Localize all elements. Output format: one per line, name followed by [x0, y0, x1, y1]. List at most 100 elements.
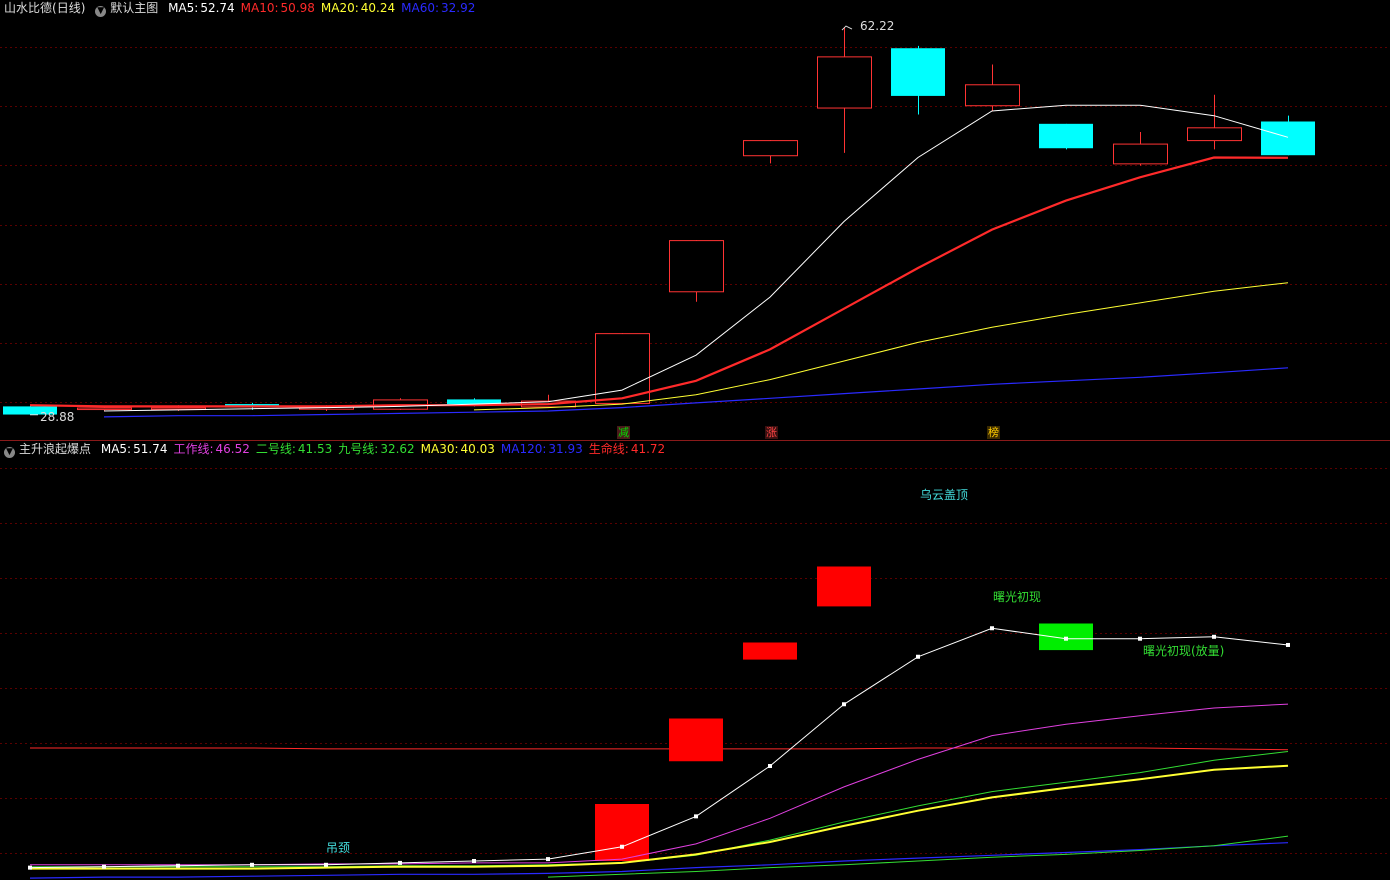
ma5-point [990, 626, 994, 631]
signal-tag-rise[interactable]: 涨 [765, 426, 778, 439]
ma5-point [1138, 636, 1142, 641]
indicator-label: MA30: [420, 442, 459, 456]
line9 [547, 835, 1289, 878]
indicator-menu[interactable]: ▼ 主升浪起爆点 [4, 442, 92, 458]
indicator-label: 九号线: [338, 442, 379, 456]
candle-body-up [817, 56, 872, 109]
indicator-value: 31.93 [548, 442, 583, 456]
ma5-point [768, 764, 772, 768]
bottom-indicator-2: 二号线: 41.53 [256, 442, 332, 456]
indicator-label: MA5: [168, 1, 199, 15]
bottom-indicator-list: MA5: 51.74 工作线: 46.52 二号线: 41.53 九号线: 32.62 MA30… [101, 442, 671, 456]
indicator-label: 工作线: [173, 442, 214, 456]
bottom-indicator-3: 九号线: 32.62 [338, 442, 414, 456]
candle-body-down [447, 399, 501, 405]
annotation-piercing: 曙光初现 [993, 590, 1042, 604]
indicator-value: 46.52 [215, 442, 250, 456]
bottom-panel-legend: ▼ 主升浪起爆点 MA5: 51.74 工作线: 46.52 二号线: 41.53 九号线: 3… [4, 441, 671, 458]
indicator-value: 40.24 [360, 1, 396, 15]
candle-body-up [1113, 143, 1168, 165]
indicator-value: 50.98 [280, 1, 315, 15]
candle-body-up [1187, 127, 1242, 142]
top-indicator-3: MA60: 32.92 [401, 1, 475, 15]
bottom-indicator-4: MA30: 40.03 [421, 442, 495, 456]
ma5-point [620, 844, 624, 849]
indicator-value: 41.53 [297, 442, 333, 456]
indicator-value: 40.03 [460, 442, 495, 456]
line2 [30, 751, 1289, 868]
ma10-line [29, 156, 1289, 408]
ma5-point [250, 862, 254, 867]
candle-body-down [1039, 123, 1093, 149]
chevron-down-icon[interactable]: ▼ [95, 6, 107, 17]
ma5-point [324, 862, 328, 867]
indicator-value: 51.74 [133, 442, 168, 456]
candle-body-down [1261, 121, 1315, 156]
candlestick-panel [3, 25, 1315, 418]
indicator-name: 主升浪起爆点 [19, 442, 92, 456]
ma5-point [398, 860, 402, 865]
annotation-piercing-volume: 曙光初现(放量) [1143, 644, 1225, 658]
ma5-point [176, 863, 180, 868]
ma5-point [1064, 636, 1068, 641]
signal-block-red [669, 718, 723, 762]
lower-ma5-line [29, 627, 1289, 869]
ma5-point [546, 857, 550, 862]
main-chart-menu[interactable]: ▼ 默认主图 [95, 1, 159, 17]
indicator-value: 32.62 [380, 442, 415, 456]
signal-tag-list[interactable]: 榜 [987, 426, 1000, 439]
indicator-label: 生命线: [588, 442, 629, 456]
signal-block-red [817, 566, 871, 607]
annotation-dark-cloud: 乌云盖顶 [920, 488, 969, 502]
ma30-line [30, 764, 1289, 870]
ma5-line [103, 104, 1289, 412]
ma5-point [1212, 634, 1216, 639]
candle-body-down [3, 406, 57, 415]
low-price-label: 28.88 [40, 410, 75, 424]
ma5-point [472, 859, 476, 863]
indicator-label: MA10: [240, 1, 279, 15]
indicator-label: MA20: [320, 1, 359, 15]
ma20-line [473, 282, 1289, 411]
chevron-down-icon[interactable]: ▼ [4, 447, 15, 458]
candle-body-up [743, 140, 798, 157]
candle-body-up [595, 333, 650, 404]
ma5-point [842, 702, 846, 707]
indicator-value: 52.74 [200, 1, 235, 15]
ma120-line [29, 842, 1289, 879]
bottom-indicator-1: 工作线: 46.52 [173, 442, 249, 456]
top-indicator-2: MA20: 40.24 [321, 1, 395, 15]
high-marker [841, 25, 853, 31]
ma5-point [1286, 642, 1290, 647]
top-indicator-1: MA10: 50.98 [241, 1, 315, 15]
annotation-hanging-man: 吊颈 [326, 841, 351, 855]
ma5-point [694, 814, 698, 819]
indicator-label: MA60: [401, 1, 440, 15]
ma5-point [916, 654, 920, 659]
bottom-indicator-5: MA120: 31.93 [501, 442, 583, 456]
indicator-value: 32.92 [441, 1, 476, 15]
bottom-indicator-0: MA5: 51.74 [101, 442, 168, 456]
high-price-label: 62.22 [860, 19, 895, 33]
indicator-label: MA120: [500, 442, 547, 456]
signal-block-red [595, 804, 649, 861]
candle-body-up [965, 84, 1020, 107]
signal-tag-reduce[interactable]: 减 [617, 426, 630, 439]
candle-body-down [891, 48, 945, 96]
indicator-panel [28, 566, 1290, 879]
ma5-point [102, 864, 106, 869]
candle-body-up [77, 407, 132, 411]
life-line [30, 747, 1289, 751]
indicator-label: 二号线: [255, 442, 296, 456]
top-indicator-0: MA5: 52.74 [168, 1, 235, 15]
signal-block-red [743, 642, 797, 660]
main-chart-menu-label: 默认主图 [110, 1, 159, 15]
stock-name: 山水比德 [4, 1, 53, 15]
candle-body-up [669, 240, 724, 293]
indicator-label: MA5: [100, 442, 132, 456]
ma5-point [28, 865, 32, 870]
period-label: (日线) [52, 1, 86, 15]
top-indicator-list: MA5: 52.74 MA10: 50.98 MA20: 40.24 MA60: 32.92 [168, 1, 481, 15]
bottom-indicator-6: 生命线: 41.72 [589, 442, 665, 456]
